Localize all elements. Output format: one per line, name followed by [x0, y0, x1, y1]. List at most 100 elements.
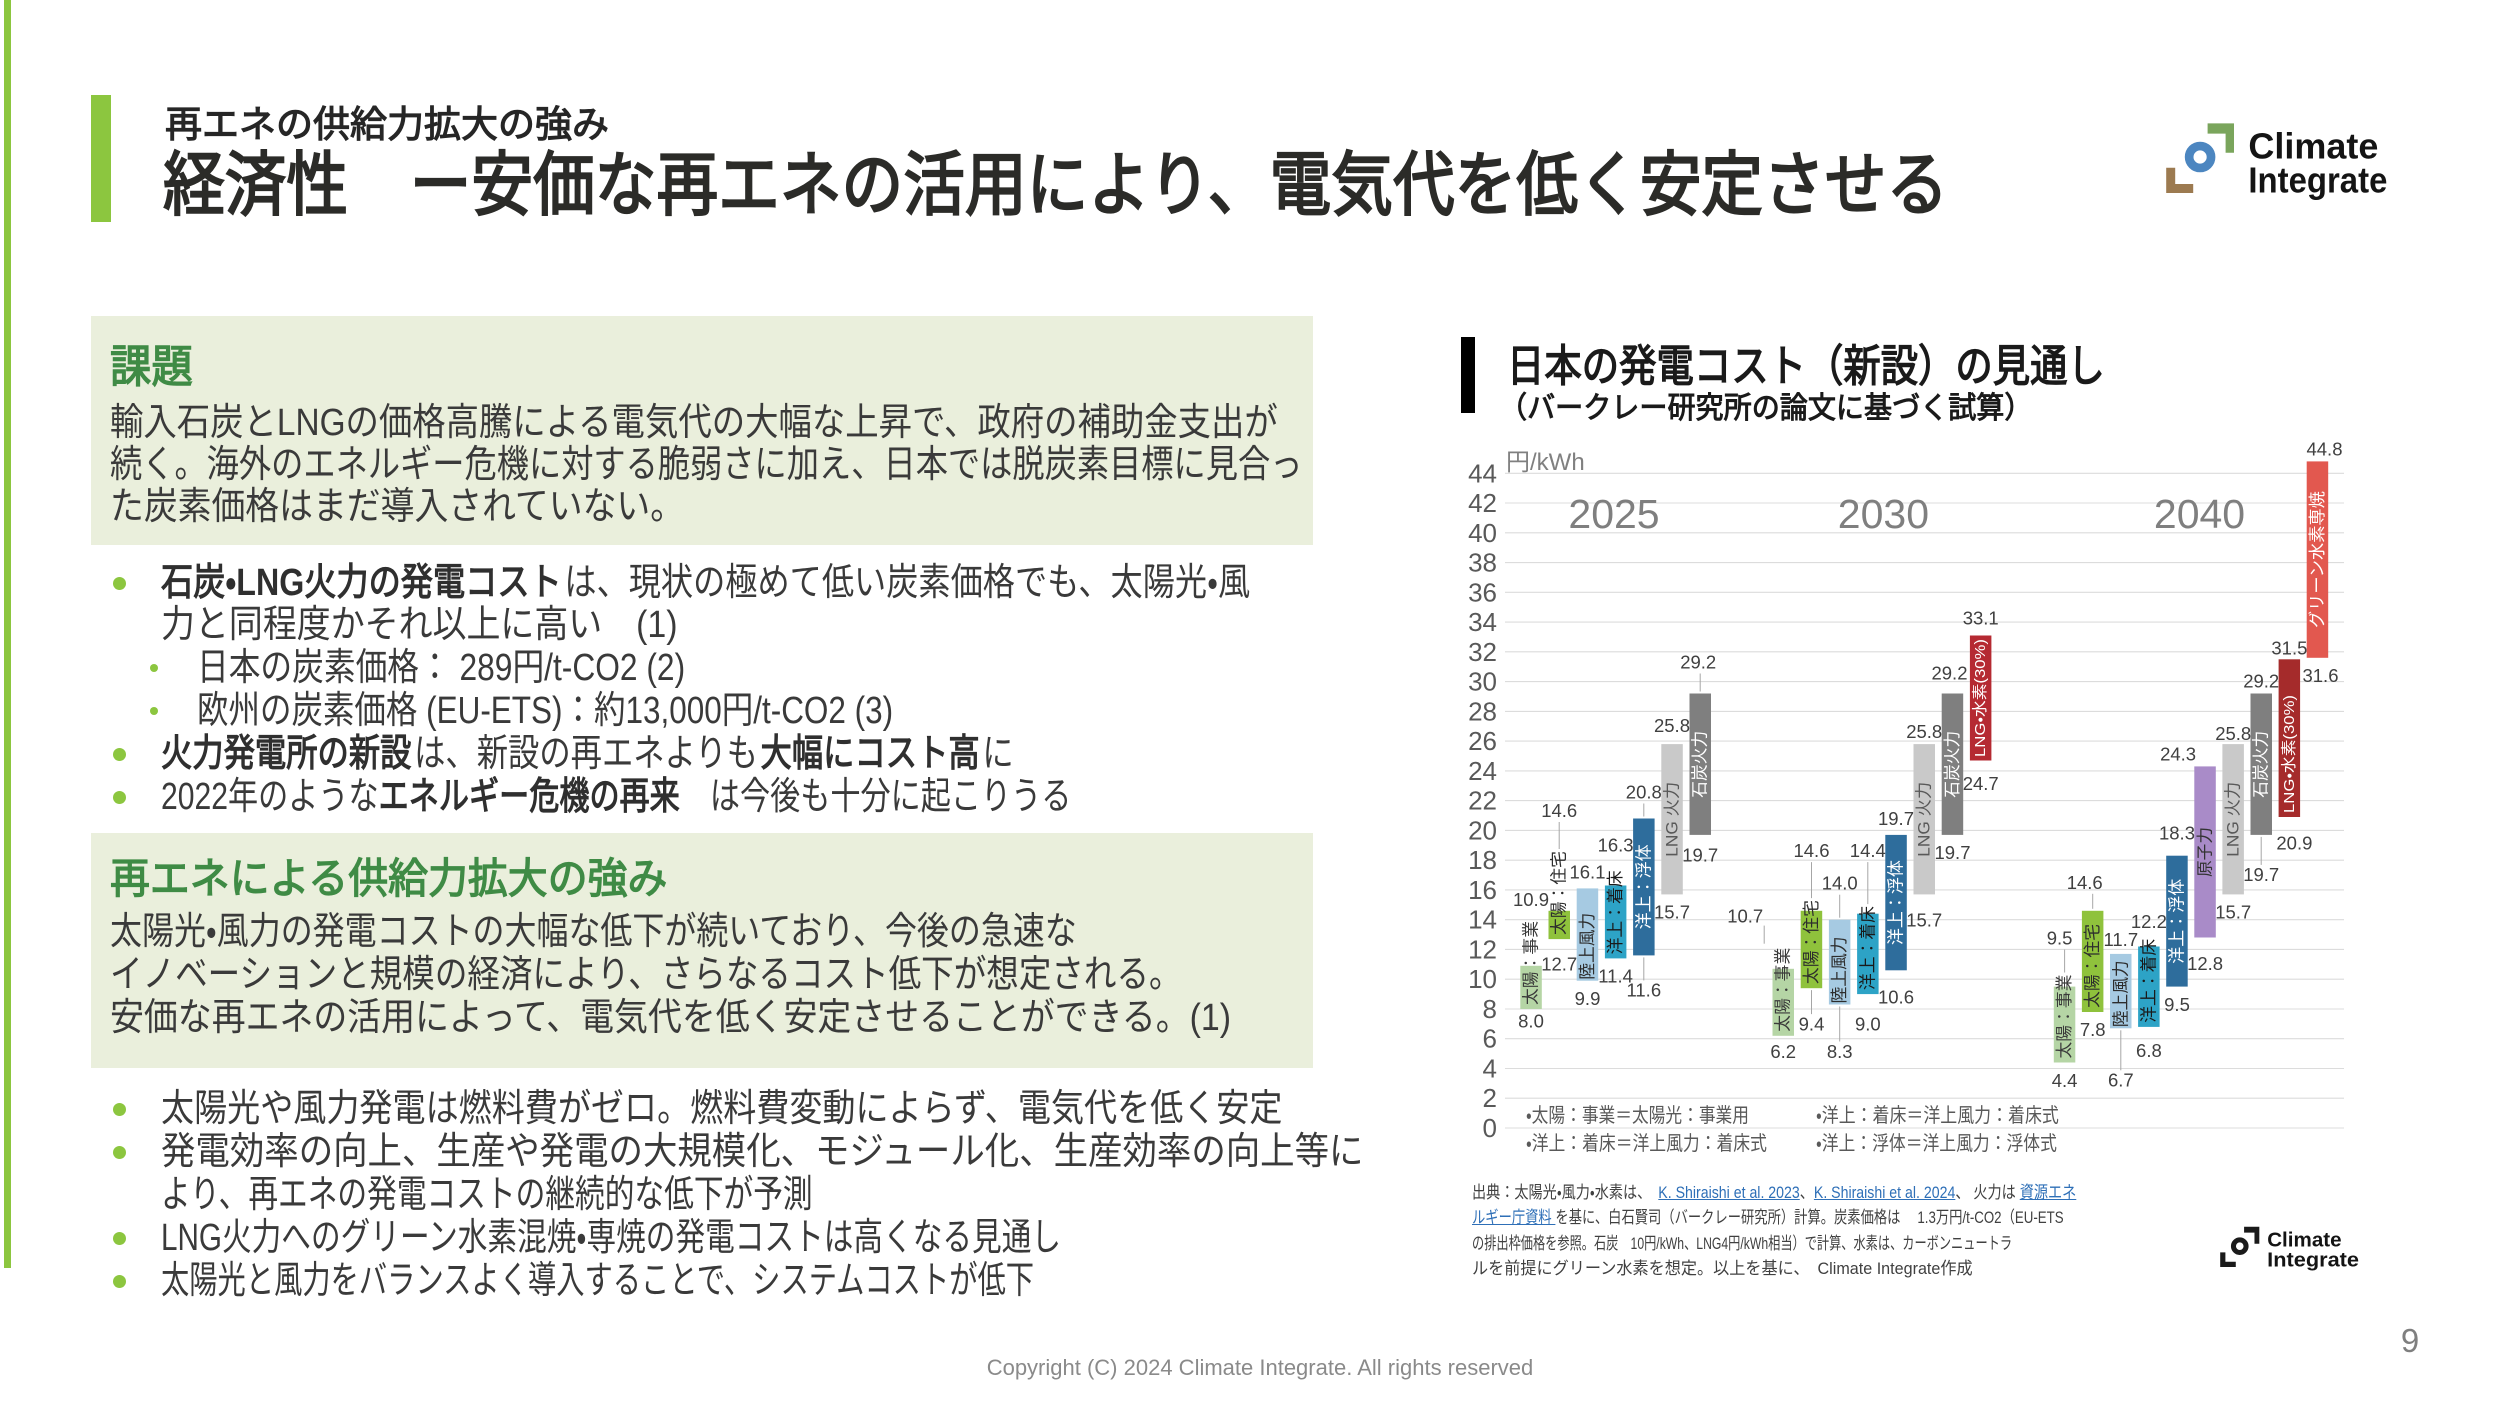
- svg-text:29.2: 29.2: [1680, 652, 1716, 673]
- svg-text:29.2: 29.2: [2243, 671, 2279, 692]
- svg-text:0: 0: [1483, 1113, 1497, 1143]
- svg-text:陸上風力: 陸上風力: [2111, 960, 2130, 1027]
- svg-text:10.6: 10.6: [1878, 987, 1914, 1008]
- svg-text:LNG・水素(30%): LNG・水素(30%): [1972, 639, 1989, 757]
- svg-text:Climate: Climate: [2248, 126, 2378, 167]
- svg-text:40: 40: [1468, 518, 1497, 548]
- svg-text:太陽：住宅: 太陽：住宅: [1802, 900, 1821, 984]
- svg-text:8: 8: [1483, 994, 1497, 1024]
- svg-text:太陽：事業: 太陽：事業: [1522, 921, 1541, 1005]
- svg-text:34: 34: [1468, 607, 1497, 637]
- svg-text:14.6: 14.6: [1793, 840, 1829, 861]
- svg-text:9.9: 9.9: [1575, 988, 1601, 1009]
- svg-text:15.7: 15.7: [1654, 902, 1690, 923]
- svg-text:20.8: 20.8: [1626, 782, 1662, 803]
- svg-text:9.5: 9.5: [2164, 994, 2190, 1015]
- svg-text:44: 44: [1468, 458, 1497, 488]
- svg-text:4: 4: [1483, 1054, 1497, 1084]
- svg-text:原子力: 原子力: [2196, 827, 2215, 877]
- svg-text:6.8: 6.8: [2136, 1040, 2162, 1061]
- svg-text:15.7: 15.7: [1906, 910, 1942, 931]
- svg-text:グリーン水素専焼: グリーン水素専焼: [2308, 491, 2327, 628]
- svg-text:22: 22: [1468, 786, 1497, 816]
- svg-text:洋上：浮体: 洋上：浮体: [1887, 860, 1906, 945]
- svg-text:29.2: 29.2: [1931, 663, 1967, 684]
- svg-text:洋上：着床: 洋上：着床: [2139, 939, 2158, 1023]
- svg-text:2025: 2025: [1568, 491, 1659, 537]
- svg-text:16.3: 16.3: [1598, 834, 1634, 855]
- svg-text:31.5: 31.5: [2271, 637, 2307, 658]
- svg-text:8.0: 8.0: [1518, 1010, 1544, 1031]
- svg-text:14.6: 14.6: [1541, 800, 1577, 821]
- svg-text:12.2: 12.2: [2131, 911, 2167, 932]
- svg-text:16.1: 16.1: [1569, 861, 1605, 882]
- svg-text:14.6: 14.6: [2067, 872, 2103, 893]
- svg-text:19.7: 19.7: [1878, 808, 1914, 829]
- svg-text:25.8: 25.8: [2215, 723, 2251, 744]
- svg-text:2040: 2040: [2154, 491, 2245, 537]
- svg-text:38: 38: [1468, 548, 1497, 578]
- svg-text:12.8: 12.8: [2187, 953, 2223, 974]
- svg-text:16: 16: [1468, 875, 1497, 905]
- svg-text:Integrate: Integrate: [2248, 160, 2387, 201]
- svg-text:洋上：浮体: 洋上：浮体: [2168, 879, 2187, 964]
- svg-text:LNG 火力: LNG 火力: [1915, 782, 1934, 857]
- svg-text:19.7: 19.7: [2243, 864, 2279, 885]
- svg-text:8.3: 8.3: [1827, 1041, 1853, 1062]
- svg-text:18.3: 18.3: [2159, 823, 2195, 844]
- svg-text:42: 42: [1468, 488, 1497, 518]
- svg-text:20.9: 20.9: [2276, 832, 2312, 853]
- svg-text:15.7: 15.7: [2215, 902, 2251, 923]
- svg-text:9.5: 9.5: [2047, 928, 2073, 949]
- svg-text:6.2: 6.2: [1770, 1041, 1796, 1062]
- svg-text:9.4: 9.4: [1799, 1013, 1825, 1034]
- svg-text:28: 28: [1468, 696, 1497, 726]
- svg-text:19.7: 19.7: [1934, 842, 1970, 863]
- svg-text:12: 12: [1468, 934, 1497, 964]
- svg-text:24: 24: [1468, 756, 1497, 786]
- svg-text:円/kWh: 円/kWh: [1506, 449, 1585, 476]
- svg-text:11.6: 11.6: [1626, 980, 1661, 1001]
- svg-text:10: 10: [1468, 964, 1497, 994]
- svg-text:31.6: 31.6: [2302, 665, 2338, 686]
- svg-text:18: 18: [1468, 845, 1497, 875]
- svg-text:LNG・水素(30%): LNG・水素(30%): [2281, 695, 2298, 813]
- svg-text:Climate: Climate: [2267, 1228, 2341, 1251]
- svg-text:2: 2: [1483, 1083, 1497, 1113]
- svg-text:44.8: 44.8: [2306, 438, 2342, 459]
- svg-text:洋上：着床: 洋上：着床: [1858, 906, 1877, 990]
- svg-text:12.7: 12.7: [1541, 953, 1577, 974]
- svg-text:7.8: 7.8: [2080, 1019, 2106, 1040]
- svg-text:20: 20: [1468, 815, 1497, 845]
- svg-text:24.7: 24.7: [1963, 773, 1999, 794]
- svg-text:LNG 火力: LNG 火力: [2224, 782, 2243, 857]
- svg-text:25.8: 25.8: [1654, 715, 1690, 736]
- svg-text:陸上風力: 陸上風力: [1578, 913, 1597, 980]
- svg-text:太陽：住宅: 太陽：住宅: [1550, 851, 1569, 935]
- svg-text:26: 26: [1468, 726, 1497, 756]
- svg-text:11.7: 11.7: [2103, 929, 2138, 950]
- svg-text:30: 30: [1468, 667, 1497, 697]
- svg-text:石炭火力: 石炭火力: [2252, 731, 2271, 798]
- svg-text:10.9: 10.9: [1513, 889, 1549, 910]
- svg-text:太陽：事業: 太陽：事業: [1774, 947, 1793, 1031]
- svg-text:14.4: 14.4: [1850, 840, 1886, 861]
- svg-text:太陽：事業: 太陽：事業: [2055, 974, 2074, 1058]
- svg-text:32: 32: [1468, 637, 1497, 667]
- svg-text:36: 36: [1468, 577, 1497, 607]
- svg-text:14: 14: [1468, 905, 1497, 935]
- svg-text:11.4: 11.4: [1598, 966, 1633, 987]
- svg-text:4.4: 4.4: [2052, 1070, 2078, 1091]
- svg-text:14.0: 14.0: [1822, 873, 1858, 894]
- svg-text:19.7: 19.7: [1682, 845, 1718, 866]
- svg-text:25.8: 25.8: [1906, 721, 1942, 742]
- svg-text:2030: 2030: [1838, 491, 1929, 537]
- svg-text:洋上：着床: 洋上：着床: [1606, 870, 1625, 954]
- svg-text:陸上風力: 陸上風力: [1830, 937, 1849, 1004]
- svg-text:6: 6: [1483, 1024, 1497, 1054]
- svg-text:6.7: 6.7: [2108, 1070, 2134, 1091]
- svg-text:洋上：浮体: 洋上：浮体: [1634, 844, 1653, 929]
- svg-text:Integrate: Integrate: [2267, 1248, 2359, 1271]
- svg-text:33.1: 33.1: [1963, 608, 1999, 629]
- svg-text:LNG 火力: LNG 火力: [1663, 782, 1682, 857]
